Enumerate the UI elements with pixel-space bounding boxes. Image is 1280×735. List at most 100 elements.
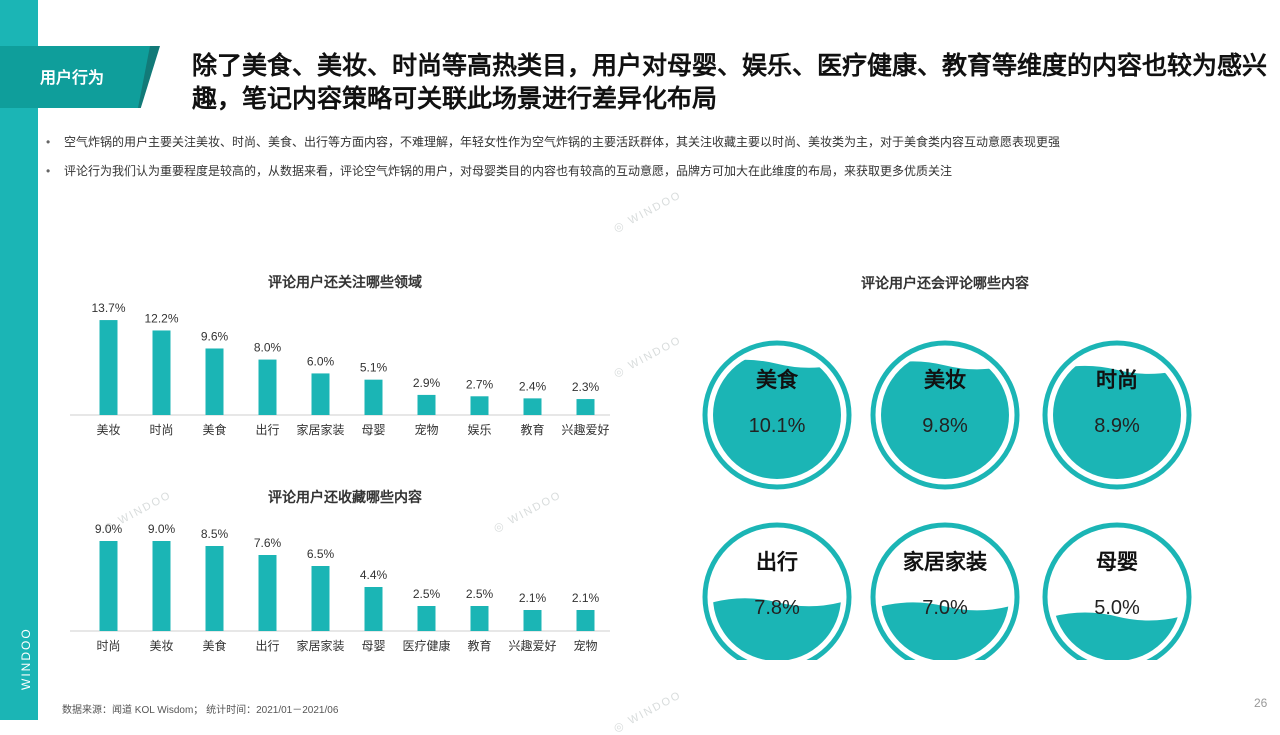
category-label: 美食 [202, 638, 226, 653]
category-label: 宠物 [414, 422, 438, 437]
bar [311, 566, 330, 631]
bar-chart-follow: 13.7% 美妆 12.2% 时尚 9.6% 美食 8.0% 出行 6.0% 家居家装 5.1% 母婴… [70, 301, 610, 437]
category-label: 兴趣爱好 [561, 422, 609, 437]
bubble-category-label: 出行 [756, 550, 798, 574]
bubble-value-label: 7.0% [922, 597, 968, 619]
bar-value-label: 6.5% [307, 547, 335, 561]
bubble-fill [1053, 365, 1181, 479]
bubble-value-label: 8.9% [1094, 415, 1140, 437]
category-label: 出行 [255, 423, 279, 437]
category-label: 宠物 [573, 638, 597, 653]
bubble-value-label: 10.1% [749, 415, 806, 437]
bubble-value-label: 7.8% [754, 597, 800, 619]
bubble: 美食 10.1% [702, 340, 852, 490]
bubble-value-label: 9.8% [922, 415, 968, 437]
bar-value-label: 2.3% [572, 380, 600, 394]
bubble: 时尚 8.9% [1042, 340, 1192, 490]
bar-value-label: 5.1% [360, 361, 388, 375]
bar-value-label: 2.7% [466, 377, 494, 391]
category-label: 家居家装 [296, 422, 344, 437]
bar [417, 606, 436, 631]
bar-value-label: 13.7% [91, 301, 125, 315]
bar-value-label: 8.5% [201, 527, 229, 541]
category-label: 时尚 [96, 639, 120, 653]
bar [576, 399, 595, 415]
bubble-chart-comment: 美食 10.1% 美妆 9.8% 时尚 8.9% 出行 7.8% 家居家装 7.0% 母婴 5.0% [702, 340, 1192, 660]
bar-value-label: 2.4% [519, 379, 547, 393]
bar-value-label: 8.0% [254, 341, 282, 355]
bar [152, 541, 171, 631]
bar-value-label: 9.0% [148, 522, 176, 536]
bar-value-label: 2.5% [413, 587, 441, 601]
page-number: 26 [1254, 696, 1268, 710]
bar [258, 359, 277, 415]
bar [523, 610, 542, 631]
bar [205, 546, 224, 631]
bar [258, 555, 277, 631]
bar [417, 394, 436, 415]
watermark: ◎ WINDOO [611, 189, 684, 235]
bubble-fill [713, 598, 841, 660]
insight-bullets: 空气炸锅的用户主要关注美妆、时尚、美食、出行等方面内容，不难理解，年轻女性作为空… [46, 132, 1266, 190]
brand-logo: WINDOO [19, 627, 33, 690]
bubble-category-label: 母婴 [1096, 551, 1138, 574]
bar [576, 610, 595, 631]
bar-chart-collect: 9.0% 时尚 9.0% 美妆 8.5% 美食 7.6% 出行 6.5% 家居家装 4.4% 母婴 2.… [70, 522, 610, 653]
bar [205, 348, 224, 415]
bar [364, 379, 383, 415]
category-label: 出行 [255, 639, 279, 653]
bullet-item: 空气炸锅的用户主要关注美妆、时尚、美食、出行等方面内容，不难理解，年轻女性作为空… [46, 132, 1266, 161]
bubble-fill [881, 602, 1009, 660]
bar-value-label: 7.6% [254, 536, 282, 550]
bar-value-label: 2.1% [519, 591, 547, 605]
bubble-fill [713, 359, 841, 479]
category-label: 医疗健康 [402, 638, 450, 653]
page-headline: 除了美食、美妆、时尚等高热类目，用户对母婴、娱乐、医疗健康、教育等维度的内容也较… [192, 52, 1268, 113]
left-accent-bar [0, 0, 38, 720]
bubble-fill [881, 361, 1009, 479]
category-label: 家居家装 [296, 638, 344, 653]
bar [470, 606, 489, 631]
bar-value-label: 2.1% [572, 591, 600, 605]
bar [470, 396, 489, 415]
bubble: 母婴 5.0% [1042, 522, 1192, 660]
bubble: 出行 7.8% [702, 522, 852, 660]
bubble-category-label: 美食 [756, 368, 799, 392]
section-tag [0, 46, 150, 108]
category-label: 教育 [520, 422, 544, 437]
bubble-category-label: 时尚 [1096, 369, 1138, 392]
category-label: 美妆 [96, 423, 120, 437]
category-label: 母婴 [361, 423, 385, 437]
bubble-fill [1053, 612, 1181, 660]
bar-value-label: 4.4% [360, 568, 388, 582]
category-label: 兴趣爱好 [508, 638, 556, 653]
bar [152, 330, 171, 415]
bar [523, 398, 542, 415]
chart-title-collect: 评论用户还收藏哪些内容 [268, 489, 422, 505]
bubble: 家居家装 7.0% [870, 522, 1020, 660]
bar [99, 320, 118, 415]
bar [99, 541, 118, 631]
category-label: 娱乐 [467, 423, 491, 437]
bubble-value-label: 5.0% [1094, 597, 1140, 619]
category-label: 美妆 [149, 639, 173, 653]
bar-value-label: 6.0% [307, 354, 335, 368]
bar [311, 373, 330, 415]
category-label: 时尚 [149, 423, 173, 437]
category-label: 教育 [467, 638, 491, 653]
chart-title-comment: 评论用户还会评论哪些内容 [861, 275, 1029, 291]
bar-value-label: 12.2% [144, 311, 178, 325]
chart-title-follow: 评论用户还关注哪些领域 [268, 274, 422, 290]
bubble: 美妆 9.8% [870, 340, 1020, 490]
category-label: 美食 [202, 422, 226, 437]
bar-value-label: 2.5% [466, 587, 494, 601]
bar-value-label: 2.9% [413, 376, 441, 390]
bubble-category-label: 家居家装 [903, 550, 987, 574]
bubble-category-label: 美妆 [924, 368, 966, 392]
bullet-item: 评论行为我们认为重要程度是较高的，从数据来看，评论空气炸锅的用户，对母婴类目的内… [46, 161, 1266, 190]
category-label: 母婴 [361, 639, 385, 653]
bar-value-label: 9.6% [201, 329, 229, 343]
watermark: ◎ WINDOO [611, 689, 684, 735]
section-tag-label: 用户行为 [40, 70, 105, 87]
bar-value-label: 9.0% [95, 522, 123, 536]
